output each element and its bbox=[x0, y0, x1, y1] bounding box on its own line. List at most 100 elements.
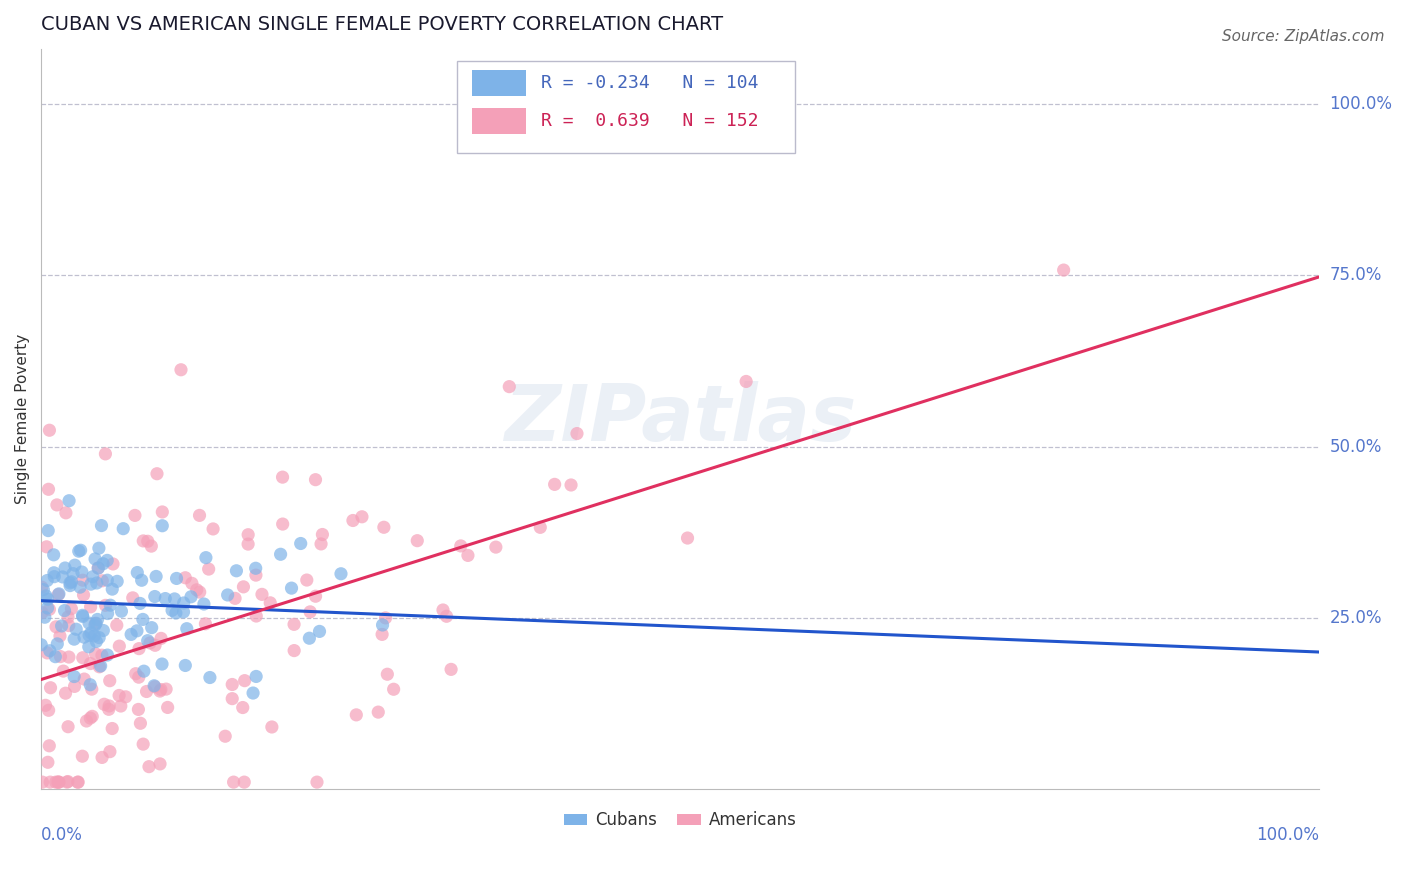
Point bbox=[84, 616, 107, 631]
Point bbox=[128, 641, 150, 656]
Point bbox=[311, 527, 333, 541]
Point bbox=[1053, 263, 1076, 277]
Point bbox=[42, 548, 65, 562]
Text: 25.0%: 25.0% bbox=[1330, 608, 1382, 627]
Point bbox=[299, 605, 322, 619]
Point bbox=[84, 552, 107, 566]
Point bbox=[42, 566, 65, 580]
Point bbox=[72, 588, 94, 602]
Point bbox=[91, 750, 114, 764]
Point bbox=[38, 602, 60, 616]
Point bbox=[90, 648, 112, 663]
Point bbox=[110, 604, 132, 618]
Point bbox=[86, 576, 108, 591]
Point bbox=[174, 571, 197, 585]
Point bbox=[63, 669, 86, 683]
Point bbox=[79, 599, 101, 614]
Point bbox=[330, 566, 353, 581]
Point bbox=[344, 707, 367, 722]
Point bbox=[34, 610, 56, 624]
Point bbox=[150, 505, 173, 519]
Point bbox=[150, 518, 173, 533]
Point bbox=[52, 664, 75, 678]
Point bbox=[55, 506, 77, 520]
Point bbox=[53, 604, 76, 618]
Point bbox=[238, 527, 260, 541]
Point bbox=[94, 599, 117, 613]
Point bbox=[46, 637, 69, 651]
FancyBboxPatch shape bbox=[457, 61, 796, 153]
Point bbox=[52, 570, 75, 584]
Point bbox=[87, 561, 110, 575]
Point bbox=[46, 588, 69, 602]
Point bbox=[498, 379, 520, 393]
Point bbox=[82, 709, 104, 723]
Point bbox=[44, 570, 66, 584]
Point bbox=[120, 627, 142, 641]
Point bbox=[105, 574, 128, 589]
Point bbox=[245, 669, 267, 683]
Point bbox=[129, 716, 152, 731]
Point bbox=[90, 659, 112, 673]
Point bbox=[96, 573, 118, 587]
Point bbox=[86, 612, 108, 626]
Point bbox=[38, 703, 60, 717]
Point bbox=[150, 657, 173, 671]
Point bbox=[72, 749, 94, 764]
Point bbox=[149, 682, 172, 697]
Point bbox=[37, 574, 59, 588]
Point bbox=[84, 616, 107, 631]
Point bbox=[67, 544, 90, 558]
Point bbox=[45, 620, 67, 634]
Point bbox=[51, 619, 73, 633]
Point bbox=[150, 632, 173, 646]
Point bbox=[170, 363, 193, 377]
Point bbox=[38, 644, 60, 658]
Point bbox=[55, 686, 77, 700]
Point bbox=[194, 616, 217, 631]
Point bbox=[131, 574, 153, 588]
Point bbox=[46, 775, 69, 789]
Point bbox=[143, 590, 166, 604]
Point bbox=[96, 553, 118, 567]
Point bbox=[371, 618, 394, 632]
Point bbox=[166, 571, 188, 585]
Point bbox=[56, 610, 79, 624]
Point bbox=[382, 682, 405, 697]
Point bbox=[125, 666, 148, 681]
Point bbox=[186, 582, 208, 597]
Point bbox=[298, 632, 321, 646]
Point bbox=[83, 629, 105, 643]
Point bbox=[69, 543, 91, 558]
Point bbox=[128, 670, 150, 684]
Point bbox=[37, 483, 59, 497]
Point bbox=[98, 745, 121, 759]
Point bbox=[30, 638, 52, 652]
Point bbox=[259, 596, 281, 610]
Point bbox=[543, 477, 565, 491]
Point bbox=[143, 638, 166, 652]
Point bbox=[135, 684, 157, 698]
Point bbox=[309, 537, 332, 551]
Point bbox=[233, 775, 256, 789]
Point bbox=[89, 660, 111, 674]
Point bbox=[80, 625, 103, 640]
Point bbox=[350, 509, 373, 524]
Point bbox=[198, 671, 221, 685]
Point bbox=[97, 702, 120, 716]
Y-axis label: Single Female Poverty: Single Female Poverty bbox=[15, 334, 30, 504]
Text: R =  0.639   N = 152: R = 0.639 N = 152 bbox=[541, 112, 758, 130]
Point bbox=[367, 705, 389, 719]
Bar bbox=[472, 108, 526, 134]
Text: 100.0%: 100.0% bbox=[1257, 826, 1319, 844]
Point bbox=[70, 565, 93, 579]
Point bbox=[143, 680, 166, 694]
Point bbox=[110, 698, 132, 713]
Point bbox=[371, 627, 394, 641]
Point bbox=[67, 775, 90, 789]
Point bbox=[155, 591, 177, 606]
Point bbox=[217, 588, 239, 602]
Point bbox=[56, 720, 79, 734]
Point bbox=[31, 580, 53, 594]
Point bbox=[72, 650, 94, 665]
